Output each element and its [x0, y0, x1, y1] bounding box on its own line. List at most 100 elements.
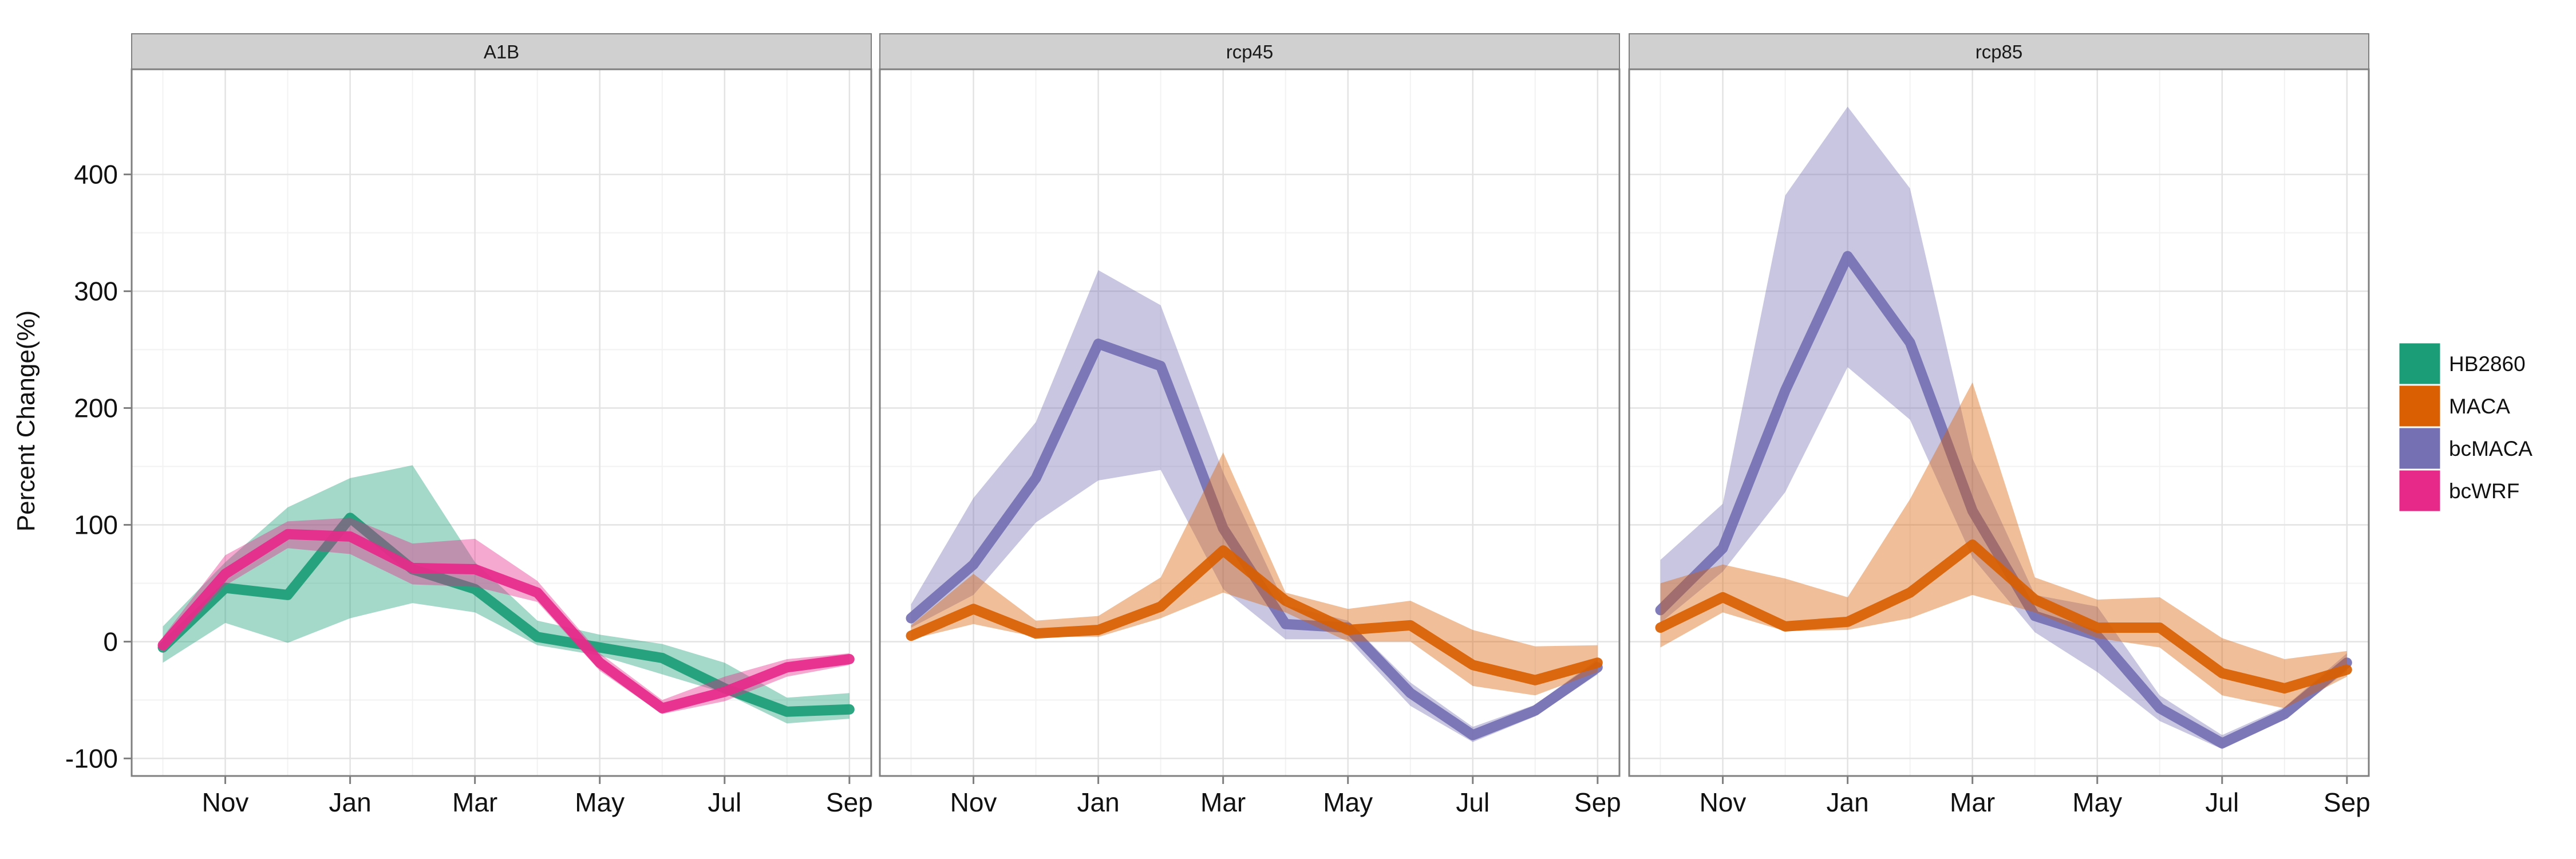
legend-key [2397, 341, 2442, 386]
data-point [2034, 616, 2036, 617]
data-point [2284, 688, 2285, 689]
x-tick-label: Nov [1700, 787, 1747, 817]
data-point [2159, 708, 2160, 709]
legend-item-HB2860: HB2860 [2397, 341, 2526, 386]
line-MACA [906, 545, 1603, 685]
data-point [724, 691, 725, 692]
data-point [911, 618, 912, 619]
x-tick-label: Mar [452, 787, 497, 817]
data-point [1597, 662, 1598, 663]
data-point [225, 588, 226, 589]
legend-item-bcWRF: bcWRF [2397, 468, 2519, 513]
y-axis: -100 0 100 200 300 400 [65, 160, 132, 773]
panel-rcp85: rcp85 Nov Jan Mar May Jul Sep [1628, 33, 2370, 817]
legend-key [2397, 384, 2442, 428]
data-point [537, 592, 538, 593]
x-tick-label: Mar [1950, 787, 1995, 817]
data-point [2284, 714, 2285, 715]
x-tick-label: Jul [2205, 787, 2239, 817]
data-point [1098, 629, 1099, 631]
data-point [1285, 600, 1286, 601]
x-tick-label: Sep [1574, 787, 1621, 817]
data-point [1223, 550, 1224, 551]
data-point [1722, 597, 1724, 598]
x-tick-label: Jan [1827, 787, 1869, 817]
data-point [2159, 627, 2160, 628]
plot-background [1629, 69, 2369, 776]
data-point [973, 564, 974, 565]
data-point [973, 608, 974, 609]
y-tick-label: 200 [74, 393, 118, 423]
x-tick-label: Nov [950, 787, 997, 817]
data-point [1036, 633, 1037, 634]
panel-border [1628, 68, 2370, 777]
data-point [911, 635, 912, 636]
data-point [2097, 627, 2098, 628]
legend-label: HB2860 [2449, 352, 2526, 376]
legend-key [2397, 426, 2442, 471]
panel-border [879, 68, 1621, 777]
data-point [225, 573, 226, 574]
series-MACA [1655, 382, 2352, 708]
legend-item-MACA: MACA [2397, 384, 2510, 428]
data-point [787, 667, 788, 668]
legend-label: MACA [2449, 395, 2510, 418]
x-axis: Nov Jan Mar May Jul Sep [202, 776, 873, 817]
panel-strip [1629, 33, 2369, 70]
x-axis: Nov Jan Mar May Jul Sep [1700, 776, 2370, 817]
x-tick-label: May [2072, 787, 2122, 817]
x-tick-label: May [1323, 787, 1373, 817]
panels: A1B Nov Jan Mar May Jul Sep rcp45 Nov Jan Mar May Ju… [131, 33, 2370, 817]
data-point [1660, 627, 1661, 628]
data-point [787, 711, 788, 712]
data-point [1910, 592, 1911, 593]
data-point [599, 647, 600, 648]
y-tick-label: -100 [65, 743, 118, 773]
series-bcWRF [157, 518, 855, 714]
y-axis-title: Percent Change(%) [12, 310, 40, 531]
data-point [475, 569, 476, 570]
x-tick-label: Jan [1077, 787, 1120, 817]
data-point [2222, 673, 2223, 674]
data-point [1410, 692, 1411, 693]
panel-A1B: A1B Nov Jan Mar May Jul Sep [131, 33, 873, 817]
y-tick-label: 300 [74, 277, 118, 306]
panel-title: rcp45 [1226, 41, 1274, 62]
panel-rcp45: rcp45 Nov Jan Mar May Jul Sep [879, 33, 1621, 817]
line-MACA [1655, 539, 2352, 693]
data-point [1535, 710, 1536, 711]
plot-background [132, 69, 871, 776]
line-bcWRF [157, 529, 855, 714]
x-axis: Nov Jan Mar May Jul Sep [950, 776, 1621, 817]
legend-label: bcWRF [2449, 479, 2519, 503]
x-tick-label: Jul [1456, 787, 1490, 817]
data-point [1722, 547, 1724, 549]
x-tick-label: Mar [1200, 787, 1246, 817]
panel-title: rcp85 [1976, 41, 2023, 62]
data-point [1785, 626, 1786, 627]
y-tick-label: 100 [74, 510, 118, 539]
data-point [537, 636, 538, 637]
legend: HB2860 MACA bcMACA bcWRF [2397, 341, 2532, 513]
line-bcMACA [1655, 251, 2352, 748]
plot-background [880, 69, 1619, 776]
panel-border [131, 68, 872, 777]
y-tick-label: 400 [74, 160, 118, 190]
data-point [1785, 390, 1786, 391]
data-point [1036, 478, 1037, 479]
data-point [1410, 625, 1411, 626]
data-point [1472, 735, 1473, 736]
data-point [1847, 621, 1848, 622]
data-point [1847, 255, 1848, 257]
data-point [1910, 342, 1911, 343]
series-MACA [906, 452, 1603, 696]
x-tick-label: Nov [202, 787, 249, 817]
ribbon-bcMACA [1660, 107, 2347, 750]
data-point [1160, 365, 1161, 367]
data-point [2346, 669, 2348, 670]
series-bcMACA [1655, 107, 2352, 750]
data-point [475, 589, 476, 590]
data-point [2034, 599, 2036, 600]
grid [132, 69, 871, 776]
